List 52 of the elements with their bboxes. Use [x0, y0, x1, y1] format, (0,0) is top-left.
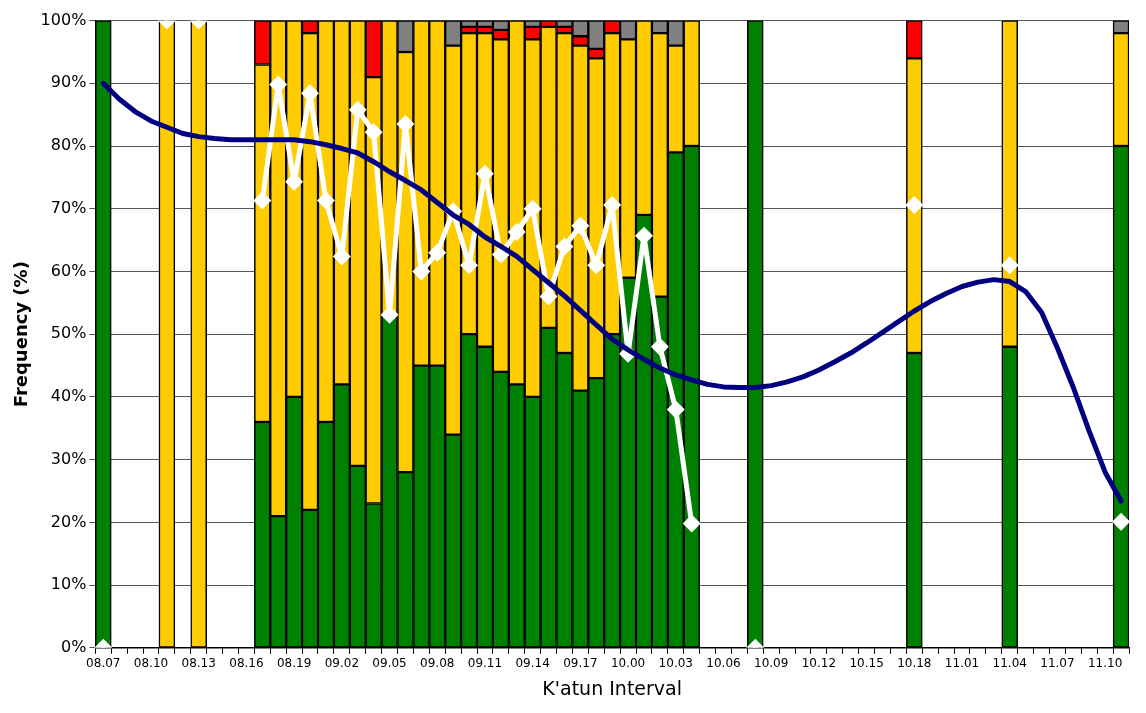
x-tick-label: 09.05 — [372, 656, 407, 671]
x-tick-label: 08.07 — [86, 656, 121, 671]
x-tick-label: 10.09 — [754, 656, 789, 671]
point — [571, 216, 590, 235]
y-tick-label: 30% — [50, 448, 87, 468]
x-tick-label: 09.17 — [563, 656, 598, 671]
x-tick-label: 10.12 — [801, 656, 837, 671]
x-tick-label: 11.04 — [992, 656, 1027, 671]
x-tick-label: 09.14 — [515, 656, 550, 671]
point — [682, 514, 701, 533]
y-tick-label: 100% — [40, 9, 87, 29]
y-tick-label: 90% — [50, 72, 87, 92]
y-tick-label: 20% — [50, 511, 87, 531]
point — [523, 199, 542, 218]
y-tick-label: 50% — [50, 323, 87, 343]
x-tick-label: 11.10 — [1087, 656, 1123, 671]
point — [587, 256, 606, 275]
point — [507, 222, 526, 241]
x-tick-label: 09.08 — [420, 656, 455, 671]
x-tick-label: 09.02 — [324, 656, 360, 671]
x-tick-label: 11.01 — [944, 656, 980, 671]
point — [316, 191, 335, 210]
point — [905, 196, 924, 214]
point — [650, 337, 669, 356]
x-tick-label: 10.15 — [849, 656, 884, 671]
x-tick-label: 08.19 — [276, 656, 312, 671]
x-axis-title: K'atun Interval — [542, 676, 683, 699]
point — [666, 400, 685, 419]
point — [1112, 512, 1131, 531]
x-tick-label: 10.00 — [610, 656, 646, 671]
x-tick-label: 08.10 — [133, 656, 169, 671]
y-axis-title: Frequency (%) — [10, 261, 32, 408]
x-tick-label: 08.13 — [181, 656, 216, 671]
point — [364, 123, 383, 142]
y-tick-label: 80% — [50, 135, 87, 155]
point — [555, 237, 574, 256]
point — [428, 243, 447, 262]
x-tick-label: 10.06 — [706, 656, 741, 671]
point — [253, 191, 272, 210]
y-tick-label: 0% — [60, 636, 87, 656]
x-tick-label: 09.11 — [467, 656, 503, 671]
point — [1000, 256, 1019, 275]
y-tick-label: 10% — [50, 574, 87, 594]
y-tick-label: 70% — [50, 197, 87, 217]
x-tick-label: 10.18 — [897, 656, 932, 671]
y-tick-label: 60% — [50, 260, 87, 280]
x-tick-label: 08.16 — [229, 656, 264, 671]
point — [348, 100, 367, 119]
y-tick-label: 40% — [50, 386, 87, 406]
x-tick-label: 10.03 — [658, 656, 693, 671]
x-tick-label: 11.07 — [1040, 656, 1075, 671]
point — [412, 262, 431, 281]
